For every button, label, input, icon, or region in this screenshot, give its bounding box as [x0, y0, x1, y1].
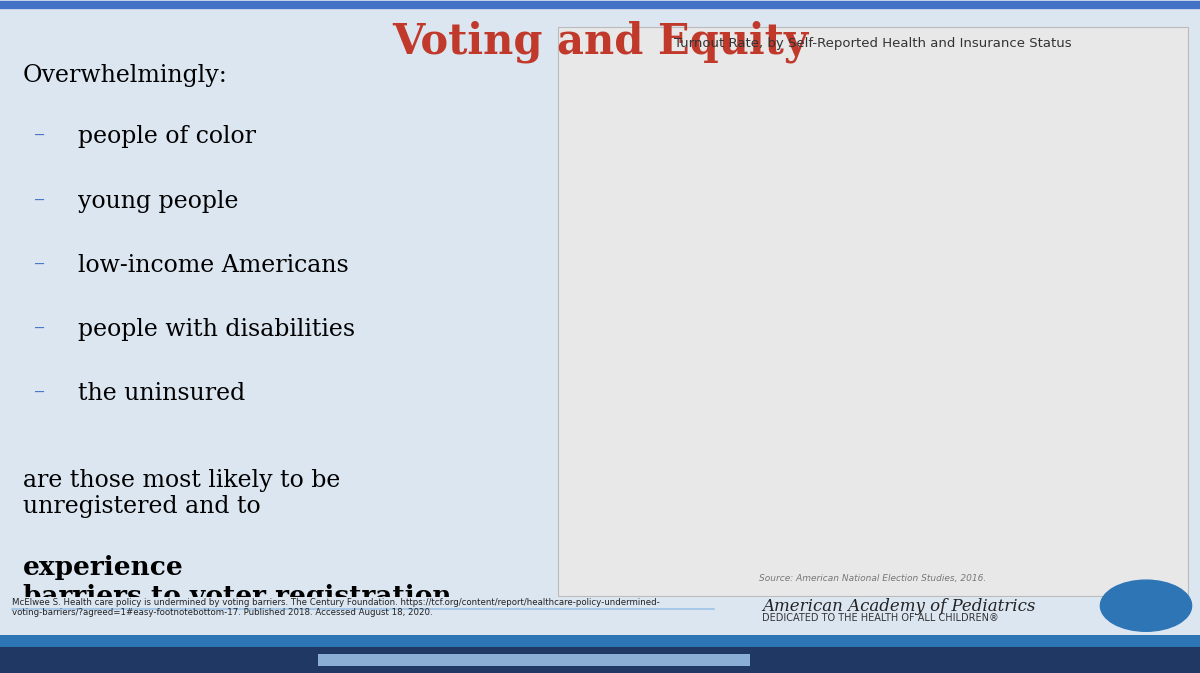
Text: Source: American National Election Studies, 2016.: Source: American National Election Studi…: [760, 575, 986, 583]
Bar: [1088, 345, 1145, 535]
Text: Turnout Rate, by Self-Reported Health and Insurance Status: Turnout Rate, by Self-Reported Health an…: [674, 37, 1072, 50]
Text: low-income Americans: low-income Americans: [78, 254, 349, 277]
Text: experience
barriers to voter registration: experience barriers to voter registratio…: [23, 555, 451, 610]
Text: –: –: [34, 254, 46, 276]
Bar: [978, 182, 1036, 535]
Text: –: –: [34, 382, 46, 404]
Text: McElwee S. Health care policy is undermined by voting barriers. The Century Foun: McElwee S. Health care policy is undermi…: [12, 598, 660, 606]
Text: –: –: [34, 318, 46, 340]
Text: Voting and Equity: Voting and Equity: [392, 20, 808, 63]
Text: voting-barriers/?agreed=1#easy-footnotebottom-17. Published 2018. Accessed Augus: voting-barriers/?agreed=1#easy-footnoteb…: [12, 608, 433, 617]
Bar: [758, 199, 816, 535]
Text: young people: young people: [78, 190, 239, 213]
Bar: [649, 176, 706, 535]
Text: –: –: [34, 125, 46, 147]
Text: the uninsured: the uninsured: [78, 382, 246, 405]
Bar: [869, 260, 925, 535]
Text: DEDICATED TO THE HEALTH OF ALL CHILDREN®: DEDICATED TO THE HEALTH OF ALL CHILDREN®: [762, 613, 998, 623]
Text: American Academy of Pediatrics: American Academy of Pediatrics: [762, 598, 1036, 614]
Text: –: –: [34, 190, 46, 211]
Text: people with disabilities: people with disabilities: [78, 318, 355, 341]
Text: people of color: people of color: [78, 125, 257, 148]
Text: are those most likely to be
unregistered and to: are those most likely to be unregistered…: [23, 469, 341, 518]
Text: Overwhelmingly:: Overwhelmingly:: [23, 64, 228, 87]
